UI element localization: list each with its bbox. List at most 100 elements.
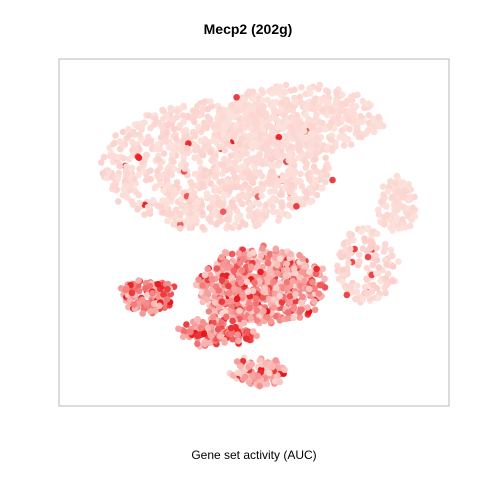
scatter-point (223, 249, 230, 257)
scatter-point (315, 119, 322, 126)
scatter-point (185, 215, 192, 222)
scatter-point (273, 147, 280, 155)
scatter-point (178, 148, 186, 155)
scatter-point (234, 183, 242, 190)
scatter-point (159, 107, 167, 114)
scatter-point (243, 335, 250, 342)
scatter-point (381, 284, 388, 291)
scatter-point (309, 278, 316, 286)
scatter-point (211, 187, 218, 194)
scatter-point (243, 278, 251, 286)
scatter-point (354, 124, 361, 131)
scatter-point (225, 290, 233, 297)
scatter-point (116, 162, 123, 170)
scatter-point (271, 187, 278, 195)
scatter-point (346, 230, 353, 238)
scatter-point (261, 213, 269, 220)
scatter-point (301, 277, 308, 285)
scatter-point (145, 112, 153, 119)
scatter-point (291, 98, 299, 106)
scatter-point (264, 96, 271, 104)
scatter-point (230, 267, 238, 275)
scatter-point (261, 133, 269, 141)
scatter-point (273, 261, 281, 269)
scatter-point (322, 154, 330, 162)
scatter-point (370, 281, 377, 289)
scatter-point (294, 118, 301, 125)
scatter-point (278, 203, 286, 211)
scatter-point (339, 116, 347, 123)
scatter-point (328, 119, 335, 126)
scatter-point (365, 119, 373, 127)
scatter-point (244, 101, 251, 109)
scatter-point (395, 258, 402, 265)
scatter-point (213, 166, 220, 173)
scatter-point (167, 186, 175, 194)
scatter-point (321, 275, 328, 283)
scatter-point (151, 184, 159, 192)
scatter-point (193, 108, 200, 116)
scatter-point (248, 360, 255, 368)
scatter-point (276, 86, 283, 93)
scatter-point (305, 175, 313, 183)
scatter-point (221, 147, 229, 154)
scatter-point (296, 142, 303, 150)
scatter-point (325, 99, 332, 106)
scatter-point (152, 307, 159, 314)
scatter-point (356, 119, 363, 126)
scatter-point (248, 178, 256, 186)
scatter-point (327, 136, 335, 144)
scatter-point (191, 118, 198, 126)
scatter-point (209, 194, 217, 202)
scatter-point (279, 142, 286, 149)
scatter-point (216, 303, 223, 311)
scatter-point (299, 293, 307, 301)
scatter-point (296, 314, 304, 321)
scatter-point (330, 125, 338, 132)
scatter-point (211, 299, 219, 306)
scatter-point (184, 113, 192, 120)
scatter-point (313, 149, 320, 157)
scatter-point (231, 221, 239, 229)
scatter-point (125, 125, 132, 133)
scatter-point (258, 192, 266, 200)
scatter-point (284, 309, 292, 316)
scatter-point (295, 154, 302, 162)
scatter-point (306, 90, 314, 97)
scatter-point (168, 116, 176, 123)
scatter-point (409, 204, 417, 212)
scatter-point (151, 121, 158, 128)
scatter-point (266, 250, 274, 258)
scatter-point (155, 155, 162, 163)
scatter-point (389, 252, 396, 260)
scatter-point (260, 307, 267, 315)
scatter-point (236, 127, 243, 135)
scatter-point (270, 194, 277, 202)
scatter-point (346, 125, 353, 133)
scatter-point (227, 165, 235, 173)
scatter-point (197, 324, 205, 332)
scatter-point (375, 123, 383, 130)
scatter-point (208, 332, 215, 340)
scatter-point (389, 277, 396, 285)
scatter-point (252, 186, 260, 194)
scatter-point (199, 224, 206, 231)
scatter-point (186, 198, 193, 205)
scatter-point (290, 314, 297, 322)
scatter-point (239, 291, 246, 299)
scatter-point (259, 294, 267, 301)
scatter-point (181, 328, 188, 335)
scatter-point (112, 132, 119, 139)
scatter-point (339, 266, 346, 274)
scatter-point (313, 111, 320, 118)
scatter-point (238, 135, 246, 142)
scatter-point (358, 228, 365, 235)
scatter-point (128, 289, 136, 297)
scatter-point (173, 206, 180, 213)
scatter-point (251, 169, 258, 176)
scatter-point (160, 291, 167, 298)
scatter-point (136, 131, 143, 138)
scatter-point (243, 193, 250, 200)
scatter-point (249, 103, 256, 111)
scatter-point (316, 126, 324, 133)
